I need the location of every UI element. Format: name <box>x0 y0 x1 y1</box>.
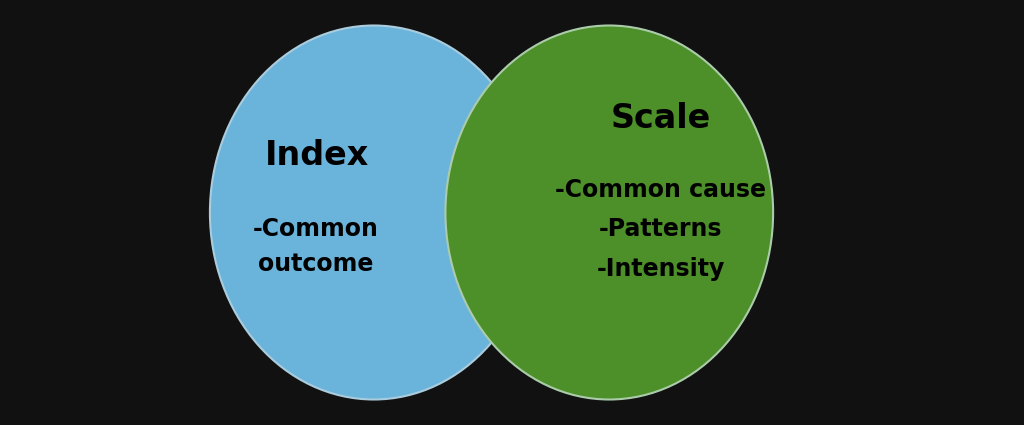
Text: Index: Index <box>265 139 370 172</box>
Text: -Common
outcome: -Common outcome <box>253 217 378 276</box>
Text: Scale: Scale <box>610 102 711 136</box>
Ellipse shape <box>445 26 773 399</box>
Text: -Common cause
-Patterns
-Intensity: -Common cause -Patterns -Intensity <box>555 178 766 280</box>
Ellipse shape <box>210 26 538 399</box>
